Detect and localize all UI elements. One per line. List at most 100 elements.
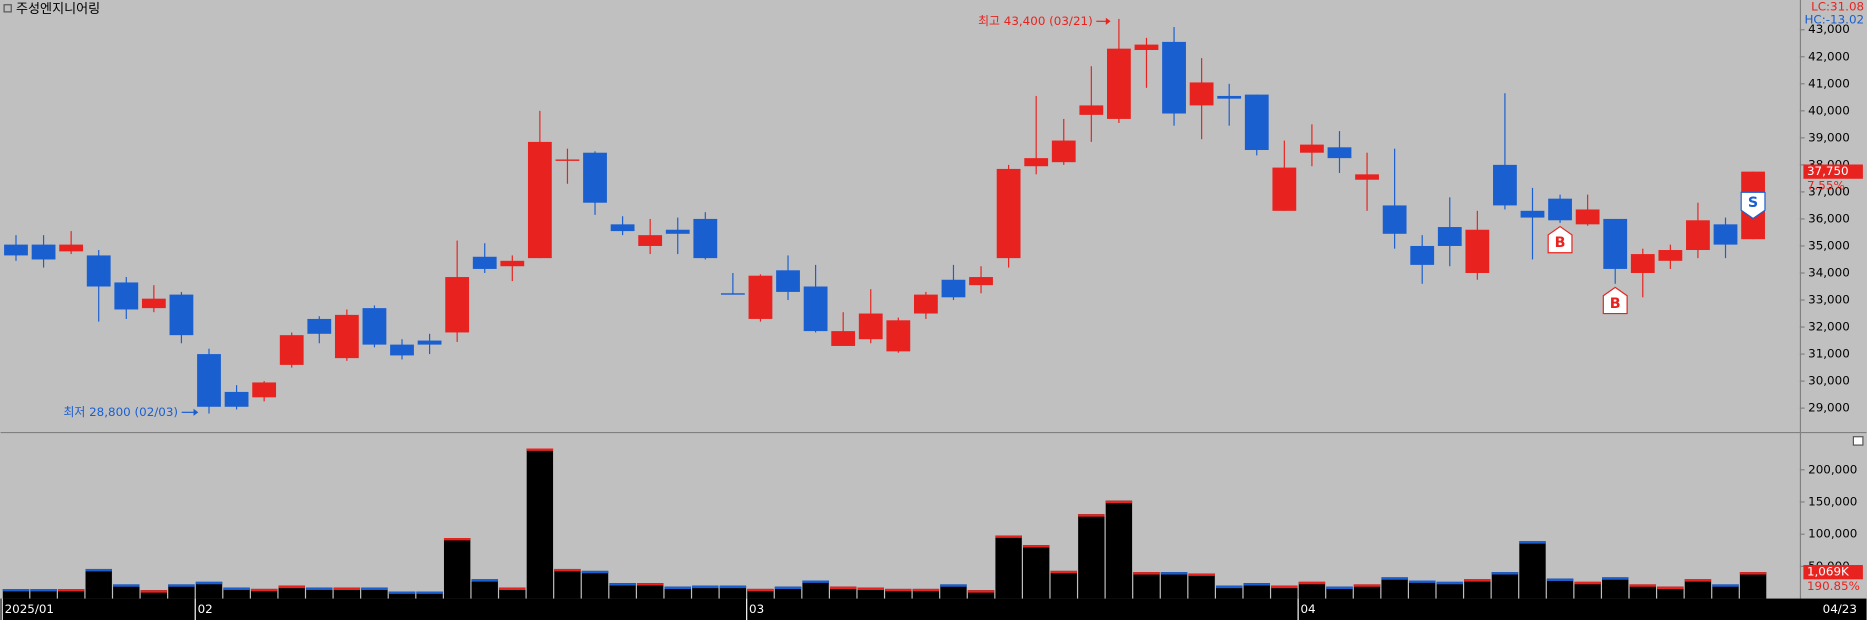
lc-label: LC:31.08 [1811, 0, 1864, 14]
volume-bar [499, 587, 526, 599]
candle-body [996, 168, 1021, 259]
volume-bar [912, 588, 940, 599]
candle-body [472, 256, 497, 269]
volume-bar [195, 581, 223, 599]
volume-bar [995, 535, 1022, 599]
volume-bar [1243, 583, 1270, 599]
y-tick-label: 35,000 [1808, 238, 1850, 252]
volume-bar [85, 568, 112, 599]
volume-bar [1381, 577, 1408, 599]
candle-body [1024, 158, 1049, 167]
volume-bar [1519, 541, 1546, 599]
candle-body [1244, 94, 1269, 151]
candle-body [362, 308, 387, 345]
candle-body [307, 318, 332, 334]
volume-bar [1188, 573, 1215, 599]
x-tick-label: 03 [749, 602, 764, 616]
y-tick-label: 34,000 [1808, 265, 1850, 279]
volume-bar [1574, 581, 1601, 599]
candle-body [59, 244, 84, 252]
low-annotation: 최저 28,800 (02/03) [63, 405, 178, 419]
volume-bar [1629, 584, 1656, 599]
volume-bar [443, 538, 471, 599]
volume-bar [692, 585, 719, 599]
candle-body [1079, 105, 1104, 115]
candle-body [803, 286, 828, 332]
signal-marker [1740, 191, 1766, 220]
volume-bar [829, 586, 857, 599]
volume-bar [1078, 514, 1105, 599]
volume-bar [1326, 586, 1353, 599]
date-bar [0, 598, 1867, 620]
volume-bar [113, 584, 140, 599]
volume-bar [1271, 585, 1298, 599]
x-tick-label: 04 [1301, 602, 1316, 616]
candle-body [224, 391, 249, 407]
y-tick-label: 30,000 [1808, 374, 1850, 388]
volume-bar [1353, 584, 1381, 599]
y-tick-label: 42,000 [1808, 49, 1850, 63]
candle-body [1410, 245, 1435, 265]
volume-bar [1160, 572, 1188, 599]
candle-body [1437, 227, 1462, 246]
hc-label: HC:-13.02 [1805, 13, 1865, 27]
volume-bar [1491, 572, 1519, 599]
price-readout-box [1803, 164, 1863, 179]
candle-body [858, 313, 883, 340]
candle-body [86, 255, 111, 287]
candle-body [1465, 229, 1490, 273]
volume-bar [168, 584, 195, 599]
x-tick-label: 2025/01 [5, 602, 54, 616]
volume-bar [1216, 585, 1243, 599]
candle-body [1134, 44, 1159, 51]
volume-bar [223, 587, 250, 599]
volume-bar [1602, 577, 1629, 599]
candle-body [1658, 250, 1683, 261]
volume-bar [361, 587, 388, 599]
high-annotation: 최고 43,400 (03/21) [978, 14, 1093, 28]
volume-bar [30, 589, 57, 599]
volume-bar [1105, 500, 1133, 599]
y2-tick-label: 100,000 [1808, 527, 1857, 541]
volume-bar [1657, 586, 1684, 599]
volume-bar [1022, 545, 1050, 599]
candle-body [1300, 144, 1324, 153]
candle-body [390, 344, 414, 356]
y-tick-label: 39,000 [1808, 130, 1850, 144]
volume-bar [967, 590, 995, 599]
volume-bar [388, 591, 416, 599]
candle-body [748, 275, 773, 319]
volume-bar [1684, 579, 1712, 599]
candle-body [1548, 198, 1572, 221]
candle-body [638, 235, 663, 246]
x-tick-label: 02 [198, 602, 213, 616]
candle-body [1189, 82, 1214, 106]
y2-tick-label: 200,000 [1808, 462, 1857, 476]
volume-bar [1050, 570, 1077, 599]
candle-body [334, 314, 359, 359]
chart-title: 주성엔지니어링 [16, 1, 100, 17]
candle-body [417, 340, 442, 345]
volume-bar [940, 584, 967, 599]
volume-readout-box [1803, 565, 1863, 580]
volume-bar [471, 579, 498, 599]
price-readout: 37,750 [1807, 164, 1849, 178]
candle-body [279, 335, 304, 365]
volume-bar [774, 586, 802, 599]
candle-body [1686, 220, 1710, 251]
candle-body [886, 320, 911, 352]
volume-bar [1546, 578, 1574, 599]
candle-body [969, 277, 993, 286]
candle-body [610, 224, 635, 232]
candle-body [831, 331, 856, 346]
y-tick-label: 32,000 [1808, 320, 1850, 334]
candle-body [583, 152, 607, 203]
candle-body [1713, 224, 1738, 245]
volume-bar [664, 586, 691, 599]
volume-bar [857, 587, 884, 599]
volume-bar [250, 588, 278, 599]
candle-body [527, 141, 552, 259]
change-readout: 7.55% [1807, 178, 1845, 192]
candle-body [665, 229, 690, 234]
candle-body [1520, 210, 1545, 218]
